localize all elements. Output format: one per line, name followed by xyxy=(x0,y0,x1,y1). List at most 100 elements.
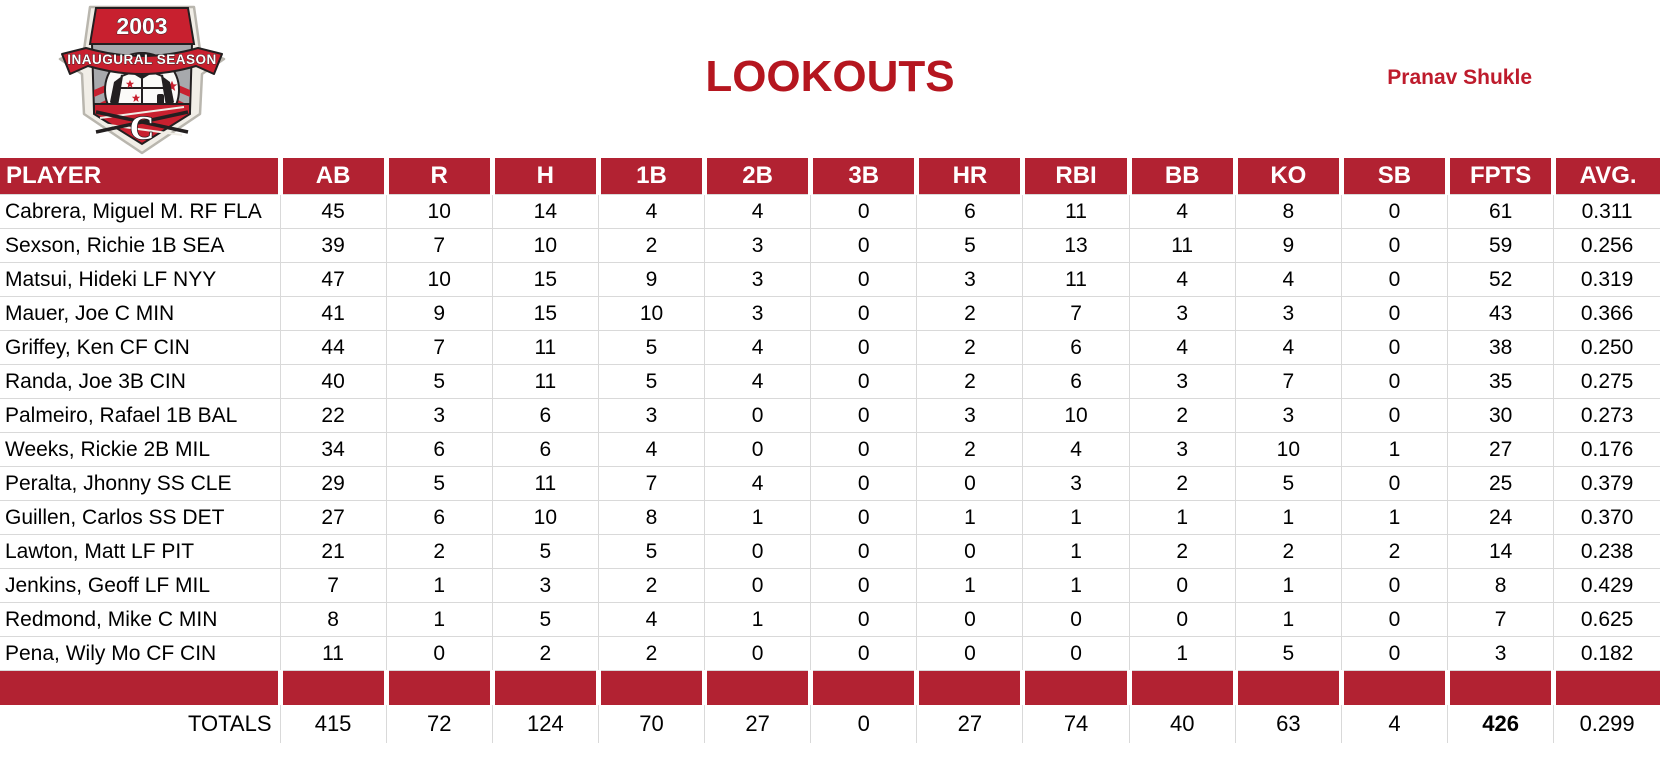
separator-row xyxy=(0,670,1660,705)
stat-cell: 0.319 xyxy=(1553,262,1660,297)
stat-cell: 0 xyxy=(1340,466,1449,501)
stat-cell: 6 xyxy=(491,432,599,467)
stat-cell: 3 xyxy=(1128,296,1236,331)
column-header-2b: 2B xyxy=(704,158,814,195)
stat-cell: 4 xyxy=(704,364,812,399)
team-logo: C INAUGURAL SEASON 2003 xyxy=(56,2,228,156)
stat-cell: 1 xyxy=(1022,500,1130,535)
separator-cell xyxy=(704,670,814,705)
totals-stat-cell: 74 xyxy=(1022,705,1130,743)
stat-cell: 0 xyxy=(810,636,918,671)
stat-cell: 14 xyxy=(1447,534,1555,569)
stat-cell: 30 xyxy=(1447,398,1555,433)
stat-cell: 10 xyxy=(1234,432,1342,467)
stat-cell: 11 xyxy=(491,330,599,365)
totals-stat-cell: 70 xyxy=(597,705,705,743)
stat-cell: 2 xyxy=(597,228,706,263)
owner-name: Pranav Shukle xyxy=(1387,66,1532,89)
stat-cell: 0 xyxy=(810,398,918,433)
stat-cell: 0 xyxy=(810,262,918,297)
stat-cell: 44 xyxy=(279,330,387,365)
stat-cell: 0 xyxy=(1340,262,1449,297)
stat-cell: 1 xyxy=(1128,500,1236,535)
stat-cell: 0 xyxy=(1022,636,1130,671)
stat-cell: 15 xyxy=(491,296,599,331)
stat-cell: 2 xyxy=(1340,534,1449,569)
table-row: Guillen, Carlos SS DET 27 6 10 8 1 0 1 1 1 1 1 24 0.3… xyxy=(0,500,1660,535)
stat-cell: 43 xyxy=(1447,296,1555,331)
stat-cell: 0 xyxy=(704,636,812,671)
stat-cell: 0 xyxy=(1340,636,1449,671)
stat-cell: 1 xyxy=(916,500,1024,535)
table-header-row: PLAYER AB R H 1B 2B 3B HR RBI BB KO SB FPTS AVG. xyxy=(0,158,1660,195)
stat-cell: 3 xyxy=(1447,636,1555,671)
totals-label: TOTALS xyxy=(187,711,272,736)
stat-cell: 1 xyxy=(704,602,812,637)
stat-cell: 0 xyxy=(1340,364,1449,399)
stat-cell: 1 xyxy=(385,602,493,637)
table-row: Jenkins, Geoff LF MIL 7 1 3 2 0 0 1 1 0 1 0 8 0.429 xyxy=(0,568,1660,603)
stat-cell: 3 xyxy=(1128,432,1236,467)
stat-cell: 34 xyxy=(279,432,387,467)
stat-cell: 0.238 xyxy=(1553,534,1660,569)
table-row: Redmond, Mike C MIN 8 1 5 4 1 0 0 0 0 1 0 7 0.625 xyxy=(0,602,1660,637)
stat-cell: 1 xyxy=(704,500,812,535)
stat-cell: 0 xyxy=(1340,330,1449,365)
stat-cell: 10 xyxy=(597,296,706,331)
totals-stat-cell: 27 xyxy=(704,705,811,743)
separator-cell xyxy=(386,670,495,705)
stat-cell: 3 xyxy=(704,228,812,263)
stat-cell: 5 xyxy=(597,534,706,569)
player-name-cell: Lawton, Matt LF PIT xyxy=(0,534,281,569)
stat-cell: 0.366 xyxy=(1553,296,1660,331)
totals-stat-cell: 72 xyxy=(385,705,493,743)
stat-cell: 0 xyxy=(916,602,1024,637)
stat-cell: 13 xyxy=(1022,228,1130,263)
stat-cell: 3 xyxy=(1234,296,1342,331)
separator-cell xyxy=(1341,670,1451,705)
stat-cell: 9 xyxy=(1234,228,1342,263)
stat-cell: 7 xyxy=(385,228,493,263)
stat-cell: 2 xyxy=(916,296,1024,331)
stat-cell: 10 xyxy=(491,228,599,263)
column-header-sb: SB xyxy=(1341,158,1451,195)
stat-cell: 3 xyxy=(916,262,1024,297)
table-row: Pena, Wily Mo CF CIN 11 0 2 2 0 0 0 0 1 5 0 3 0.182 xyxy=(0,636,1660,671)
stat-cell: 0.176 xyxy=(1553,432,1660,467)
column-header-player: PLAYER xyxy=(0,158,283,195)
column-header-rbi: RBI xyxy=(1022,158,1132,195)
stat-cell: 0.182 xyxy=(1553,636,1660,671)
stat-cell: 35 xyxy=(1447,364,1555,399)
stat-cell: 41 xyxy=(279,296,387,331)
player-name-cell: Sexson, Richie 1B SEA xyxy=(0,228,281,263)
separator-cell xyxy=(1235,670,1344,705)
stat-cell: 11 xyxy=(491,364,599,399)
stat-cell: 0.256 xyxy=(1553,228,1660,263)
stat-cell: 1 xyxy=(916,568,1024,603)
stat-cell: 0 xyxy=(810,330,918,365)
stat-cell: 7 xyxy=(1447,602,1555,637)
stat-cell: 1 xyxy=(1128,636,1236,671)
stat-cell: 0 xyxy=(916,466,1024,501)
stat-cell: 38 xyxy=(1447,330,1555,365)
stat-cell: 0 xyxy=(810,194,918,229)
page-title: LOOKOUTS xyxy=(705,52,955,101)
stat-cell: 6 xyxy=(1022,364,1130,399)
stat-cell: 4 xyxy=(704,466,812,501)
stat-cell: 5 xyxy=(597,364,706,399)
inaugural-season-patch-icon: C INAUGURAL SEASON 2003 xyxy=(58,5,226,155)
stat-cell: 45 xyxy=(279,194,387,229)
separator-cell xyxy=(1553,670,1660,705)
stat-cell: 0 xyxy=(704,398,812,433)
stat-cell: 0.311 xyxy=(1553,194,1660,229)
stat-cell: 4 xyxy=(1234,262,1342,297)
stat-cell: 40 xyxy=(279,364,387,399)
stat-cell: 0 xyxy=(1340,194,1449,229)
stat-cell: 0 xyxy=(810,228,918,263)
table-row: Mauer, Joe C MIN 41 9 15 10 3 0 2 7 3 3 0 43 0.366 xyxy=(0,296,1660,331)
stat-cell: 2 xyxy=(1234,534,1342,569)
stat-cell: 4 xyxy=(1128,330,1236,365)
stat-cell: 11 xyxy=(491,466,599,501)
stat-cell: 10 xyxy=(1022,398,1130,433)
stat-cell: 0.250 xyxy=(1553,330,1660,365)
